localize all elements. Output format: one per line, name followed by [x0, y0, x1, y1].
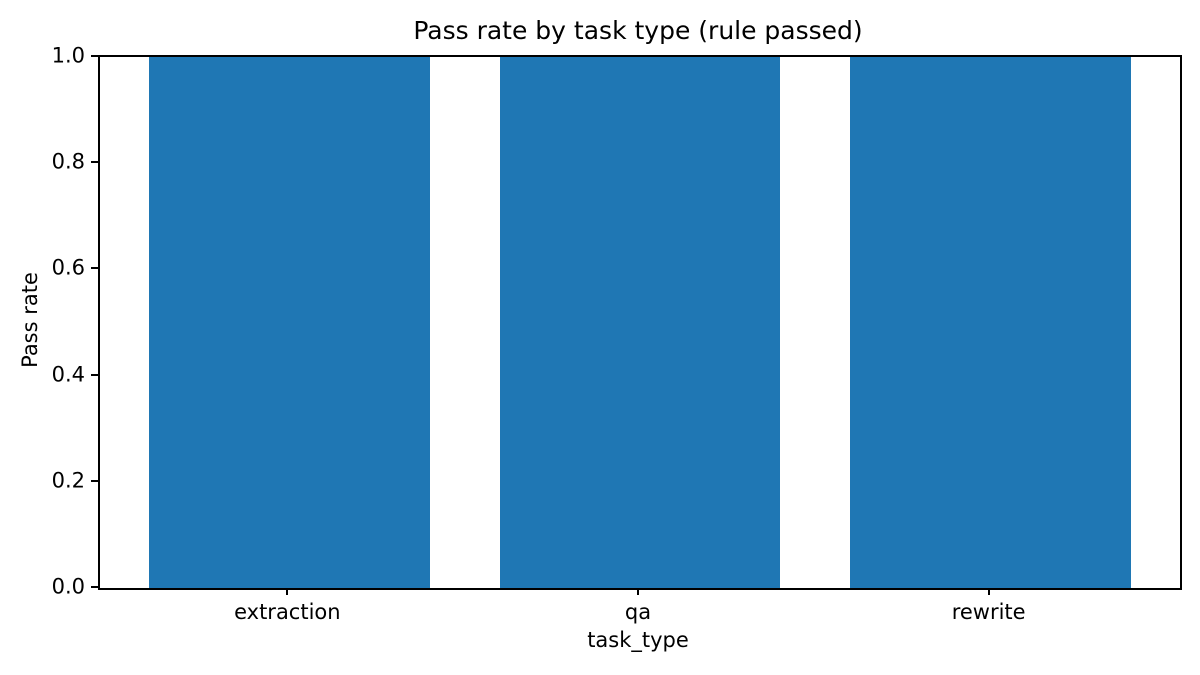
y-axis-label: Pass rate	[18, 272, 42, 368]
x-tick-label: extraction	[234, 600, 341, 624]
x-tick-mark	[637, 588, 639, 595]
y-tick-label: 0.8	[51, 149, 85, 174]
y-tick-mark	[91, 479, 98, 482]
y-tick-label: 0.6	[51, 255, 85, 280]
bar-rewrite	[850, 57, 1131, 588]
x-tick-label: qa	[624, 600, 652, 624]
y-tick-label: 0.2	[51, 468, 85, 493]
y-tick-label: 1.0	[51, 43, 85, 68]
bar-extraction	[149, 57, 430, 588]
y-tick-mark	[91, 267, 98, 270]
y-tick-mark	[91, 586, 98, 588]
y-tick-label: 0.4	[51, 362, 85, 387]
bar-qa	[499, 57, 781, 588]
x-tick-mark	[286, 588, 289, 595]
x-tick-label: rewrite	[951, 600, 1026, 624]
plot-area	[98, 55, 1182, 590]
chart-title: Pass rate by task type (rule passed)	[413, 16, 863, 45]
x-tick-mark	[987, 588, 990, 595]
x-axis-label: task_type	[587, 628, 689, 652]
y-tick-mark	[91, 55, 98, 57]
y-tick-label: 0.0	[51, 574, 85, 599]
y-tick-mark	[91, 373, 98, 376]
y-tick-mark	[91, 161, 98, 164]
